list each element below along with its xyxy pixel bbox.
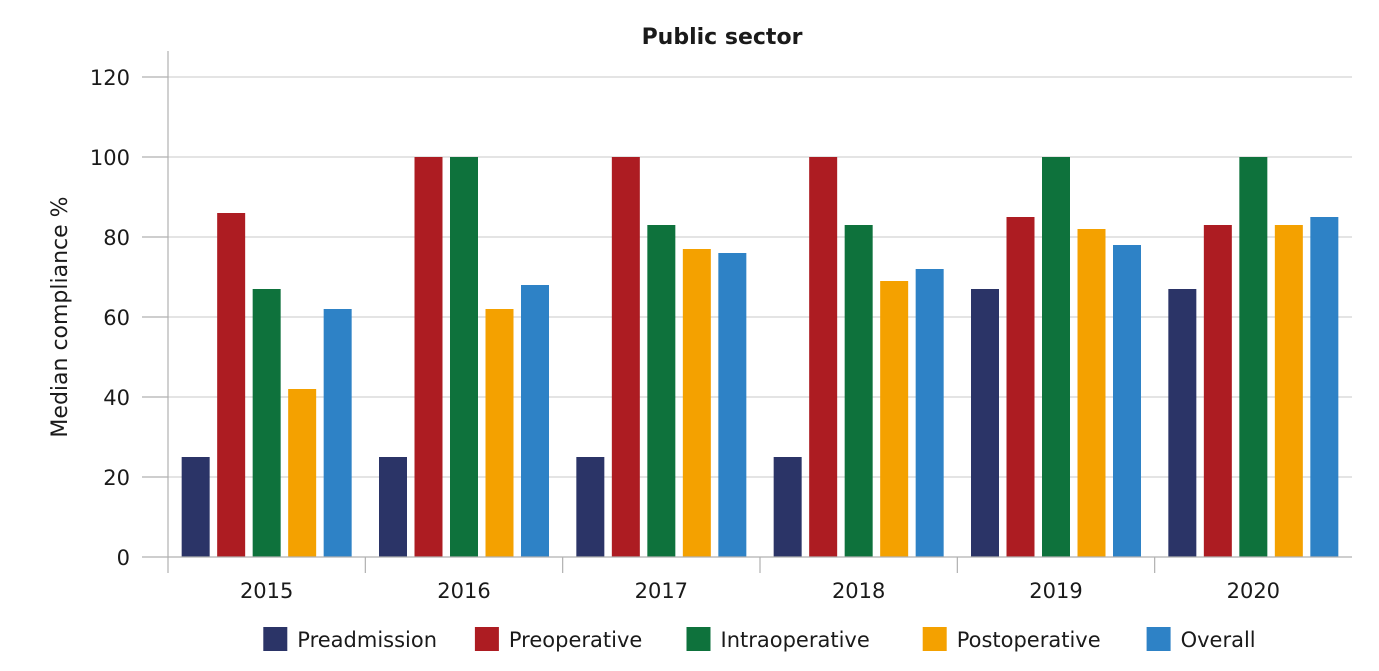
y-tick-label: 0: [117, 546, 130, 570]
bar-postoperative-2019: [1077, 229, 1106, 557]
bar-intraoperative-2020: [1239, 157, 1268, 557]
legend-swatch: [686, 627, 711, 651]
bar-postoperative-2015: [288, 389, 317, 557]
y-tick-label: 40: [103, 386, 130, 410]
chart-title: Public sector: [642, 25, 803, 50]
y-tick-label: 120: [90, 66, 130, 90]
bar-postoperative-2020: [1274, 225, 1303, 557]
bar-preoperative-2019: [1006, 217, 1035, 557]
bar-preadmission-2017: [576, 457, 605, 557]
bar-preadmission-2019: [971, 289, 999, 557]
legend-label: Preadmission: [297, 628, 437, 652]
y-tick-label: 60: [103, 306, 130, 330]
bar-postoperative-2016: [485, 309, 514, 557]
bar-postoperative-2017: [682, 249, 711, 557]
bar-preadmission-2015: [181, 457, 210, 557]
legend-item-intraoperative: Intraoperative: [686, 627, 870, 652]
bar-intraoperative-2019: [1042, 157, 1070, 557]
bar-preadmission-2018: [773, 457, 802, 557]
legend: Preadmission Preoperative Intraoperative Po…: [263, 627, 1256, 652]
bars: [181, 157, 1339, 557]
x-tick-label: 2016: [437, 579, 490, 603]
legend-item-preadmission: Preadmission: [263, 627, 437, 652]
legend-swatch: [263, 627, 288, 651]
legend-label: Overall: [1181, 628, 1256, 652]
y-tick-label: 20: [103, 466, 130, 490]
bar-overall-2020: [1310, 217, 1339, 557]
bar-overall-2018: [915, 269, 944, 557]
bar-overall-2016: [521, 285, 549, 557]
legend-swatch: [1146, 627, 1171, 651]
y-axis-label: Median compliance %: [48, 196, 73, 437]
x-tick-label: 2020: [1227, 579, 1280, 603]
bar-intraoperative-2017: [647, 225, 676, 557]
legend-item-preoperative: Preoperative: [474, 627, 642, 652]
legend-swatch: [922, 627, 947, 651]
bar-overall-2017: [718, 253, 747, 557]
y-tick-label: 100: [90, 146, 130, 170]
legend-item-overall: Overall: [1146, 627, 1256, 652]
bar-intraoperative-2015: [252, 289, 281, 557]
x-tick-label: 2017: [635, 579, 688, 603]
bar-preoperative-2016: [414, 157, 443, 557]
gridlines: [168, 76, 1352, 478]
bar-intraoperative-2018: [844, 225, 873, 557]
bar-preoperative-2017: [611, 157, 640, 557]
bar-preadmission-2016: [379, 457, 407, 557]
bar-preoperative-2018: [809, 157, 838, 557]
legend-label: Intraoperative: [721, 628, 870, 652]
x-tick-label: 2019: [1029, 579, 1082, 603]
bar-preoperative-2020: [1203, 225, 1232, 557]
legend-label: Postoperative: [957, 628, 1101, 652]
legend-label: Preoperative: [509, 628, 642, 652]
x-tick-label: 2015: [240, 579, 293, 603]
bar-preadmission-2020: [1168, 289, 1197, 557]
bar-preoperative-2015: [217, 213, 246, 557]
legend-swatch: [474, 627, 499, 651]
bar-overall-2015: [323, 309, 352, 557]
y-tick-label: 80: [103, 226, 130, 250]
legend-item-postoperative: Postoperative: [922, 627, 1101, 652]
x-tick-label: 2018: [832, 579, 885, 603]
bar-postoperative-2018: [880, 281, 909, 557]
bar-intraoperative-2016: [450, 157, 478, 557]
bar-overall-2019: [1113, 245, 1141, 557]
axes: 0 20 40 60 80 100 120 2015 2016 2017 2018 2019 2020: [90, 51, 1352, 603]
